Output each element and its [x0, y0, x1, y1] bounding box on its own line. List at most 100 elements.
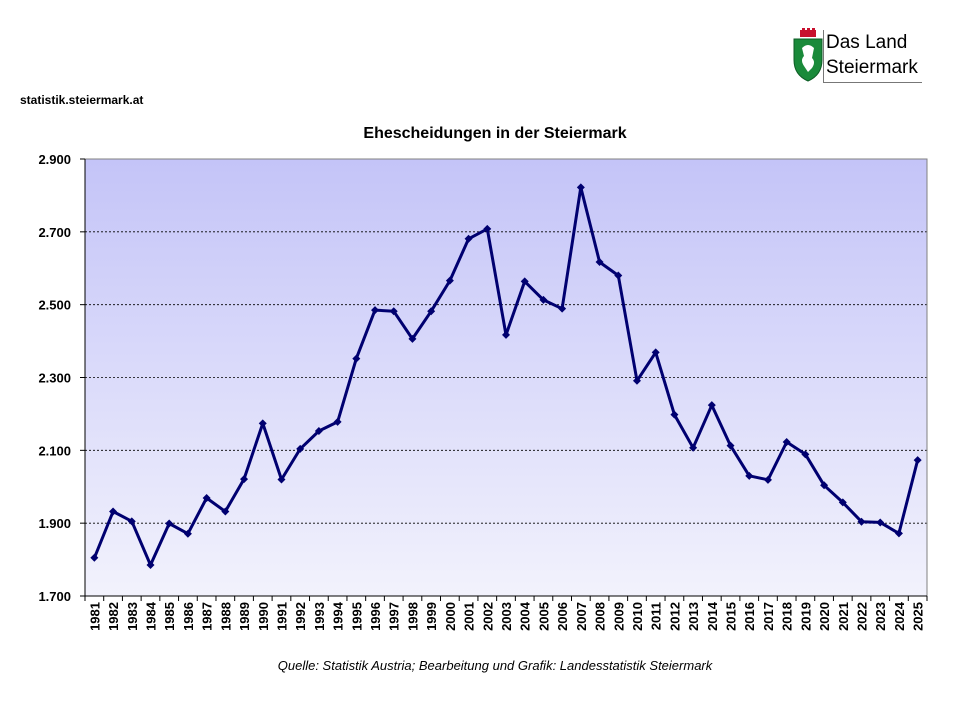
data-point: [820, 481, 829, 490]
data-point: [464, 234, 473, 243]
x-tick-label: 1996: [368, 602, 383, 631]
x-tick-label: 2011: [649, 602, 664, 630]
data-point: [296, 444, 305, 453]
x-tick-label: 1997: [387, 602, 402, 631]
data-point: [202, 494, 211, 503]
site-url: statistik.steiermark.at: [20, 93, 144, 107]
data-point: [876, 518, 885, 527]
logo-divider: [823, 30, 824, 82]
x-tick-label: 2024: [892, 601, 907, 631]
x-tick-label: 2005: [536, 602, 551, 631]
x-tick-label: 2023: [873, 602, 888, 631]
data-point: [632, 376, 641, 385]
data-point: [558, 304, 567, 313]
data-point: [146, 561, 155, 570]
x-tick-label: 1981: [87, 602, 102, 631]
y-tick-label: 2.300: [38, 371, 71, 386]
logo-text-line2: Steiermark: [826, 57, 918, 78]
data-point: [127, 517, 136, 526]
x-tick-label: 1987: [200, 602, 215, 631]
x-tick-label: 2012: [667, 602, 682, 631]
y-tick-label: 2.500: [38, 298, 71, 313]
x-tick-label: 1999: [424, 602, 439, 631]
data-point: [371, 306, 380, 315]
data-point: [707, 401, 716, 410]
x-tick-label: 2015: [724, 602, 739, 631]
data-point: [838, 498, 847, 507]
data-point: [352, 354, 361, 363]
x-tick-label: 2017: [761, 602, 776, 631]
data-point: [240, 475, 249, 484]
data-point: [109, 507, 118, 516]
data-point: [333, 417, 342, 426]
x-tick-label: 2010: [630, 602, 645, 631]
data-point: [670, 410, 679, 419]
x-tick-label: 2014: [705, 601, 720, 631]
data-point: [408, 334, 417, 343]
x-tick-label: 1993: [312, 602, 327, 631]
x-tick-label: 1989: [237, 602, 252, 631]
y-tick-label: 2.700: [38, 225, 71, 240]
data-point: [595, 258, 604, 267]
x-tick-label: 1991: [274, 602, 289, 631]
x-tick-label: 1992: [293, 602, 308, 631]
x-tick-label: 2013: [686, 602, 701, 631]
data-point: [183, 529, 192, 538]
x-tick-label: 1983: [125, 602, 140, 631]
x-tick-label: 2001: [462, 602, 477, 631]
x-tick-label: 1998: [405, 602, 420, 631]
data-point: [576, 183, 585, 192]
x-tick-label: 2025: [911, 602, 926, 631]
x-tick-label: 2019: [798, 602, 813, 631]
x-tick-label: 2002: [480, 602, 495, 631]
data-point: [782, 437, 791, 446]
y-tick-label: 2.100: [38, 443, 71, 458]
x-tick-label: 2003: [499, 602, 514, 631]
data-point: [913, 456, 922, 465]
x-tick-label: 1982: [106, 602, 121, 631]
data-point: [277, 475, 286, 484]
data-point: [726, 441, 735, 450]
data-point: [651, 348, 660, 357]
x-tick-label: 1985: [162, 602, 177, 631]
data-point: [745, 471, 754, 480]
x-tick-label: 1995: [349, 602, 364, 631]
x-tick-label: 1990: [256, 602, 271, 631]
data-point: [689, 443, 698, 452]
x-tick-label: 1994: [331, 601, 346, 631]
data-point: [894, 529, 903, 538]
data-point: [520, 277, 529, 286]
data-point: [165, 519, 174, 528]
data-point: [221, 507, 230, 516]
data-point: [763, 475, 772, 484]
data-point: [502, 330, 510, 339]
logo-text-line1: Das Land: [826, 32, 908, 53]
x-tick-label: 2021: [836, 602, 851, 631]
x-tick-label: 2006: [555, 602, 570, 631]
data-point: [389, 307, 398, 316]
x-tick-label: 2008: [593, 602, 608, 631]
state-logo: [790, 28, 922, 84]
x-tick-label: 1984: [143, 601, 158, 631]
x-tick-label: 2018: [780, 602, 795, 631]
chart-title: Ehescheidungen in der Steiermark: [363, 125, 627, 142]
x-tick-label: 2004: [518, 601, 533, 631]
source-note: Quelle: Statistik Austria; Bearbeitung u…: [277, 658, 713, 673]
y-tick-label: 1.700: [38, 589, 71, 604]
coat-of-arms-icon: [793, 28, 823, 82]
x-tick-label: 1988: [218, 602, 233, 631]
x-tick-label: 2016: [742, 602, 757, 631]
x-tick-label: 2022: [855, 602, 870, 631]
data-point: [614, 271, 623, 280]
x-tick-label: 2007: [574, 602, 589, 631]
data-point: [539, 295, 548, 304]
x-tick-label: 2009: [611, 602, 626, 631]
logo-underline: [823, 82, 922, 83]
y-tick-label: 1.900: [38, 516, 71, 531]
data-point: [314, 427, 323, 436]
data-point: [258, 419, 267, 428]
data-point: [427, 307, 436, 316]
data-point: [857, 517, 866, 526]
data-point: [801, 450, 810, 459]
